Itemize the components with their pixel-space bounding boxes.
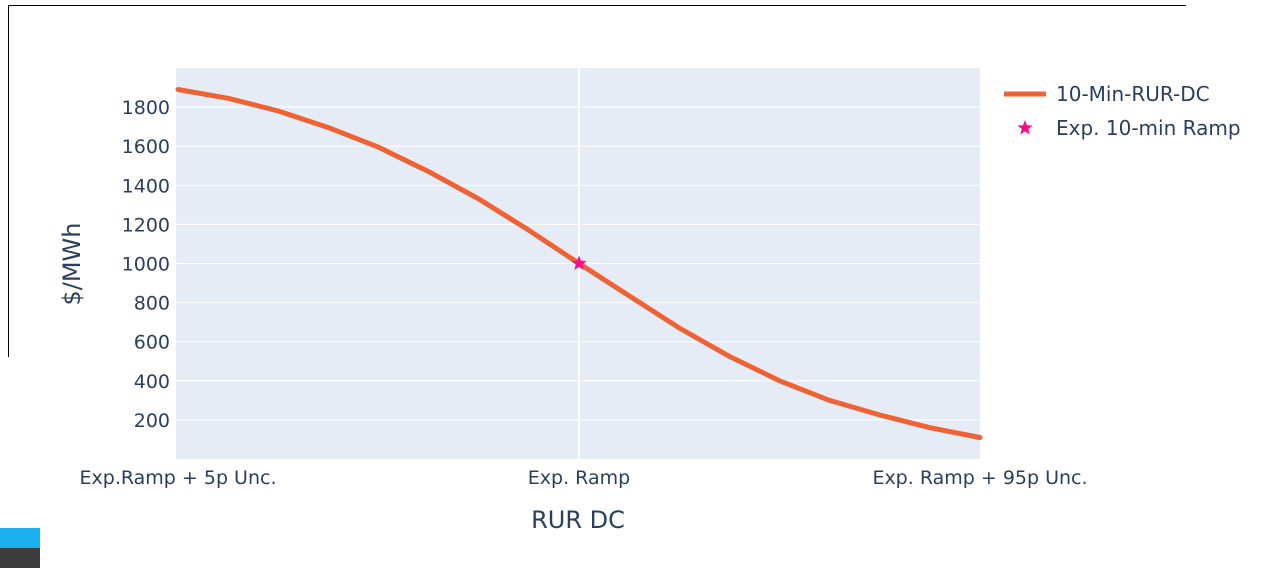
- y-tick-label: 200: [134, 410, 170, 432]
- y-tick-label: 600: [134, 332, 170, 354]
- panel-border-left: [8, 5, 9, 357]
- legend-item-label: 10-Min-RUR-DC: [1056, 82, 1210, 106]
- legend-star-swatch: [1017, 120, 1033, 135]
- y-tick-label: 1800: [122, 97, 170, 119]
- y-tick-label: 1200: [122, 214, 170, 236]
- y-tick-label: 1000: [122, 254, 170, 276]
- legend: 10-Min-RUR-DC Exp. 10-min Ramp: [1004, 82, 1241, 140]
- expected-ramp-star-marker: [571, 255, 587, 270]
- legend-item-label: Exp. 10-min Ramp: [1056, 116, 1241, 140]
- y-tick-label: 800: [134, 293, 170, 315]
- x-tick-label: Exp. Ramp: [528, 467, 630, 489]
- y-axis-title: $/MWh: [58, 222, 86, 305]
- y-tick-label: 400: [134, 371, 170, 393]
- x-tick-label: Exp.Ramp + 5p Unc.: [80, 467, 277, 489]
- y-tick-label: 1400: [122, 175, 170, 197]
- x-axis-title: RUR DC: [531, 506, 625, 534]
- corner-tab-dark: [0, 548, 40, 568]
- x-tick-label: Exp. Ramp + 95p Unc.: [872, 467, 1087, 489]
- y-tick-label: 1600: [122, 136, 170, 158]
- panel-border-top: [8, 5, 1186, 6]
- corner-tab-blue: [0, 528, 40, 548]
